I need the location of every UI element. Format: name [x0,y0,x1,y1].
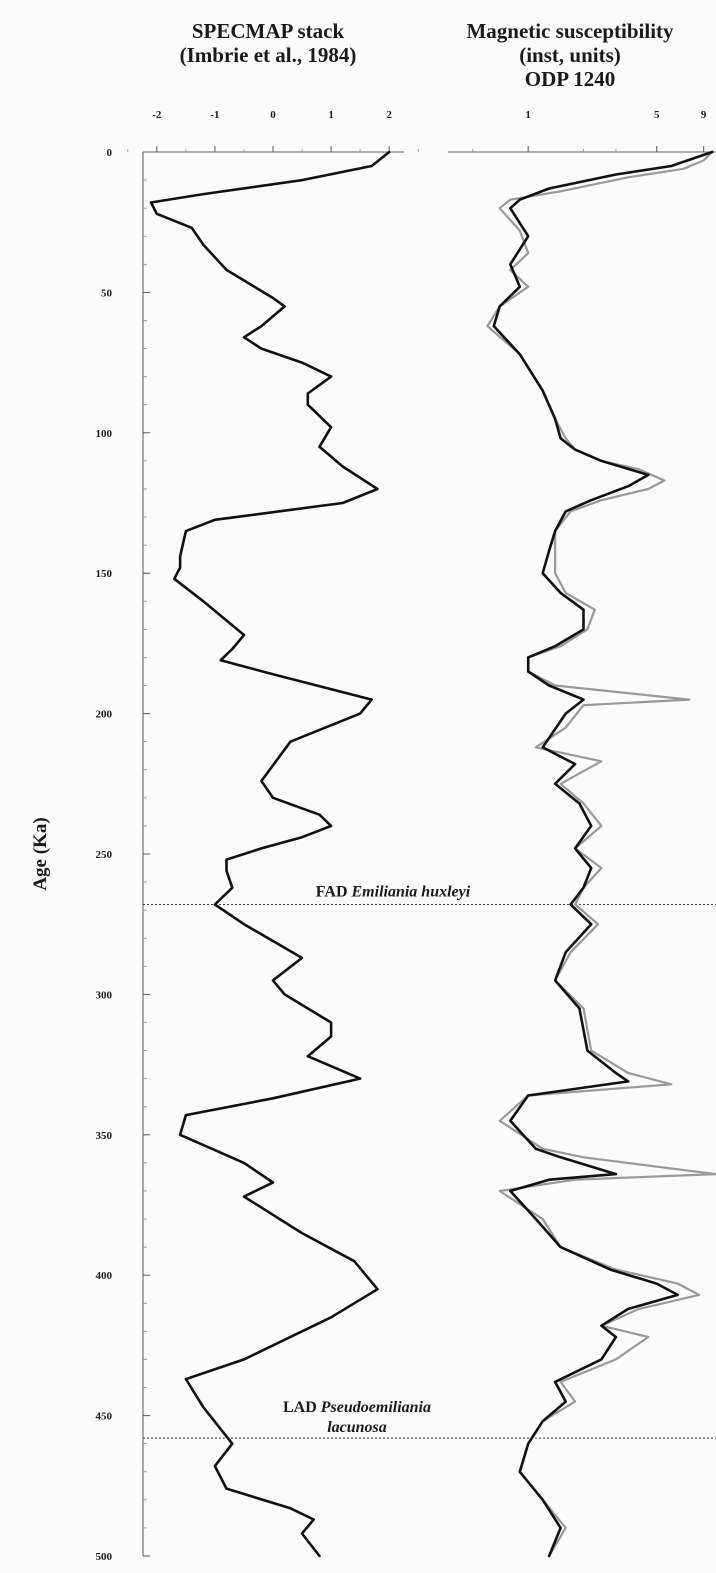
y-tick-label: 50 [101,287,113,299]
annotations-group: FAD Emiliania huxleyi LAD Pseudoemiliania… [283,884,471,1437]
x-tick-label: 9 [701,109,707,121]
y-tick-label: 400 [96,1270,113,1282]
y-tick-label: 450 [96,1411,113,1423]
panel-title-line: (Imbrie et al., 1984) [180,43,357,67]
lad-annotation-text: LAD Pseudoemiliania [283,1399,431,1416]
y-axis-label: Age (Ka) [30,817,51,890]
lad-annotation-segment: Pseudoemiliania [320,1399,431,1416]
y-tick-label: 200 [96,709,113,721]
y-tick-label: 350 [96,1130,113,1142]
magsus-series-line-0 [486,150,716,1558]
y-tick-label: 150 [96,568,113,580]
magsus-series-line-1 [492,150,714,1558]
horizon-lines-group [143,904,716,1439]
x-tick-label: 2 [386,109,392,121]
fad-annotation-text: FAD Emiliania huxleyi [316,884,471,901]
x-tick-label: 1 [525,109,531,121]
x-tick-label: 0 [270,109,276,121]
x-tick-label: -1 [210,109,219,121]
y-tick-label: 250 [96,849,113,861]
x-tick-label: 1 [328,109,334,121]
y-tick-label: 0 [107,147,113,159]
y-tick-label: 500 [96,1551,113,1563]
panel-title-line: (inst, units) [519,43,621,67]
panel-title-line: Magnetic susceptibility [466,19,674,43]
fad-annotation-segment: FAD [316,884,352,901]
fad-annotation-segment: Emiliania huxleyi [351,884,471,901]
panel-title-line: ODP 1240 [525,67,615,91]
y-tick-label: 300 [96,989,113,1001]
x-tick-label: -2 [152,109,162,121]
x-tick-label: 5 [654,109,660,121]
specmap-series-line-0 [149,150,391,1558]
y-tick-label: 100 [96,428,113,440]
series-group [149,150,716,1558]
lad-annotation-line2: lacunosa [327,1419,387,1436]
titles-group: SPECMAP stack(Imbrie et al., 1984) Magnet… [180,19,674,91]
lad-annotation-segment: LAD [283,1399,321,1416]
panel-title-line: SPECMAP stack [192,19,345,43]
